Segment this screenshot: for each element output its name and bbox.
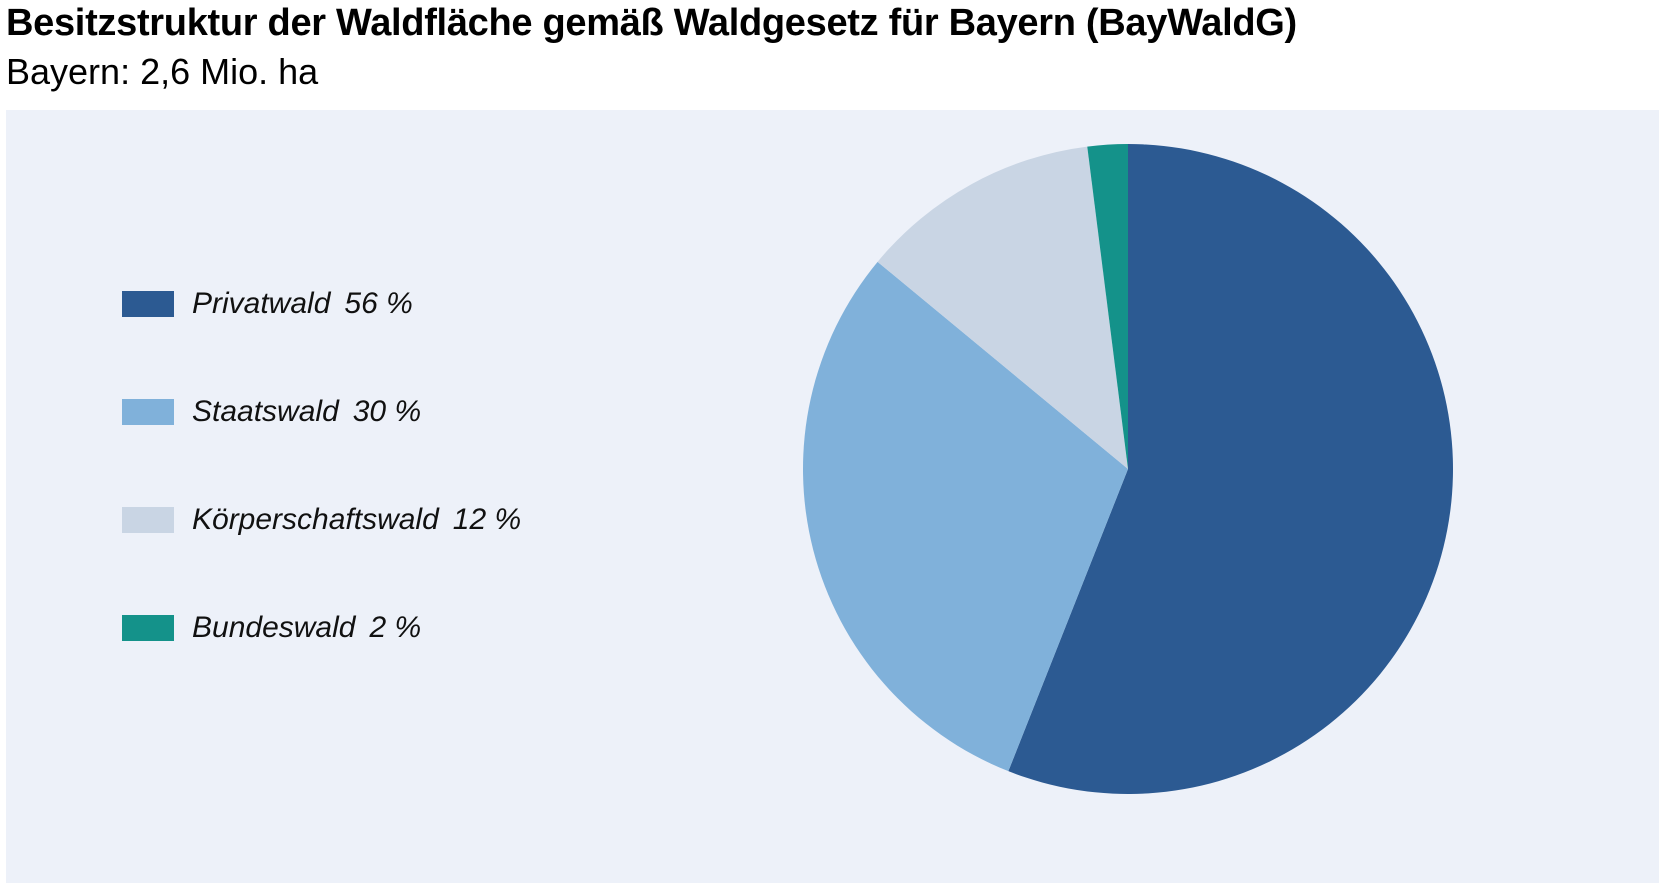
pie-slice-staatswald [802,261,1128,772]
chart-subtitle: Bayern: 2,6 Mio. ha [6,51,319,92]
legend-item-privatwald: Privatwald 56 % [122,284,413,324]
legend-swatch-privatwald [122,291,174,317]
legend-label-privatwald: Privatwald [192,287,331,320]
pie-slice-bundeswald [1087,144,1128,469]
legend-item-staatswald: Staatswald 30 % [122,392,421,432]
legend-swatch-koerperschaftswald [122,507,174,533]
legend-item-bundeswald: Bundeswald 2 % [122,608,421,648]
pie-slice-koerperschaftswald [877,146,1128,469]
legend-swatch-bundeswald [122,615,174,641]
legend-label-bundeswald: Bundeswald [192,611,356,644]
legend-value-staatswald: 30 % [352,395,422,428]
legend: Privatwald 56 % Staatswald 30 % Körpersc… [6,110,706,883]
legend-value-bundeswald: 2 % [369,611,422,644]
chart-title: Besitzstruktur der Waldfläche gemäß Wald… [6,2,1297,44]
legend-label-staatswald: Staatswald [192,395,339,428]
chart-panel: Privatwald 56 % Staatswald 30 % Körpersc… [6,110,1659,883]
legend-value-privatwald: 56 % [344,287,413,320]
legend-label-koerperschaftswald: Körperschaftswald [192,503,439,536]
legend-value-koerperschaftswald: 12 % [452,503,522,536]
pie-slices [802,144,1453,794]
pie-chart [802,144,1453,794]
pie-slice-privatwald [1008,144,1453,794]
legend-item-koerperschaftswald: Körperschaftswald 12 % [122,500,521,540]
legend-swatch-staatswald [122,399,174,425]
